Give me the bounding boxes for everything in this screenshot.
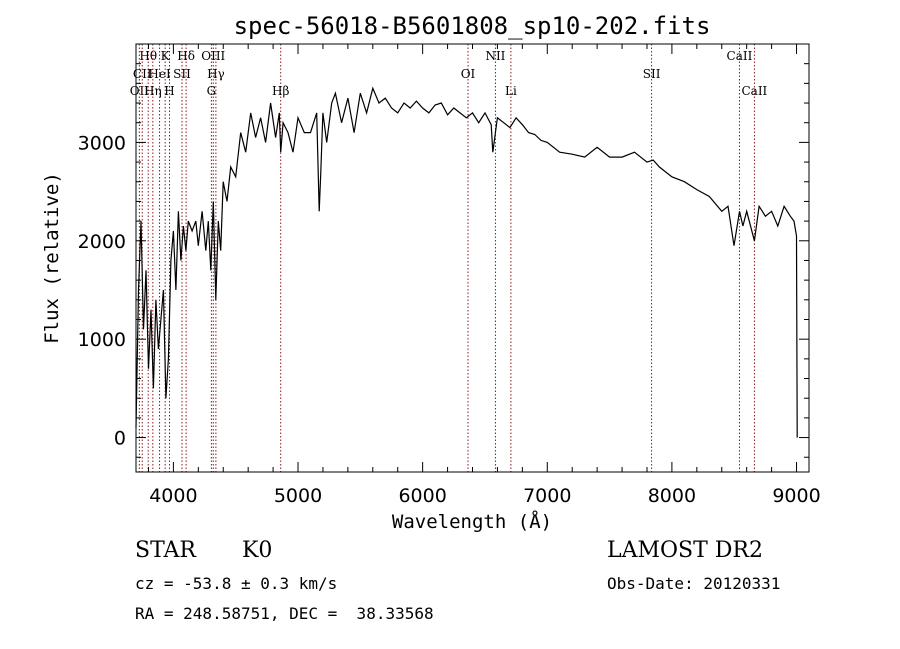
spectral-subclass: K0: [242, 538, 273, 563]
spectral-line-label: OII: [130, 84, 150, 98]
spectral-line-label: CaII: [727, 49, 753, 63]
plot-frame: [135, 43, 810, 473]
x-tick-label: 6000: [398, 485, 446, 507]
survey-name: LAMOST DR2: [607, 538, 763, 563]
x-axis-label: Wavelength (Å): [392, 510, 552, 533]
y-tick-label: 2000: [78, 231, 126, 253]
redshift-velocity: cz = -53.8 ± 0.3 km/s: [135, 574, 338, 593]
ra-dec-coordinates: RA = 248.58751, DEC = 38.33568: [135, 604, 434, 623]
spectral-line-label: CaII: [741, 84, 767, 98]
spectral-line-label: H: [164, 84, 174, 98]
spectral-line-label: G: [207, 84, 217, 98]
x-tick-label: 4000: [149, 485, 197, 507]
x-tick-label: 8000: [648, 485, 696, 507]
y-tick-label: 1000: [78, 329, 126, 351]
chart-title: spec-56018-B5601808_sp10-202.fits: [234, 12, 711, 40]
y-axis-label: Flux (relative): [41, 172, 63, 344]
spectral-line-label: NII: [485, 49, 505, 63]
spectral-line-label: Hδ: [177, 49, 195, 63]
spectral-line-label: SII: [643, 67, 661, 81]
x-tick-label: 9000: [772, 485, 820, 507]
spectral-line-label: Hη: [144, 84, 162, 98]
y-tick-label: 3000: [78, 132, 126, 154]
spectral-line-label: SII: [173, 67, 191, 81]
spectral-line-label: OIII: [201, 49, 225, 63]
spectral-line-label: Hβ: [272, 84, 289, 98]
object-class: STAR: [135, 538, 196, 563]
x-axis-ticks: 4000 5000 6000 7000 8000 9000: [147, 44, 821, 507]
y-axis-ticks: 0 1000 2000 3000: [78, 63, 809, 458]
x-tick-label: 7000: [523, 485, 571, 507]
spectral-line-label: OI: [461, 67, 476, 81]
spectral-line-label: Hγ: [207, 67, 225, 81]
spectral-line-label: Li: [505, 84, 517, 98]
spectral-line-label: CII: [133, 67, 152, 81]
spectral-line-label: K: [161, 49, 171, 63]
observation-date: Obs-Date: 20120331: [607, 574, 781, 593]
y-tick-label: 0: [114, 428, 126, 450]
spectral-line-markers: OIIHθCIIHηHeIKHSIIHδGOIIIHγHβOINIILiSIIC…: [130, 44, 768, 472]
spectral-line-label: HeI: [148, 67, 171, 81]
flux-series-line: [135, 86, 798, 438]
x-tick-label: 5000: [274, 485, 322, 507]
